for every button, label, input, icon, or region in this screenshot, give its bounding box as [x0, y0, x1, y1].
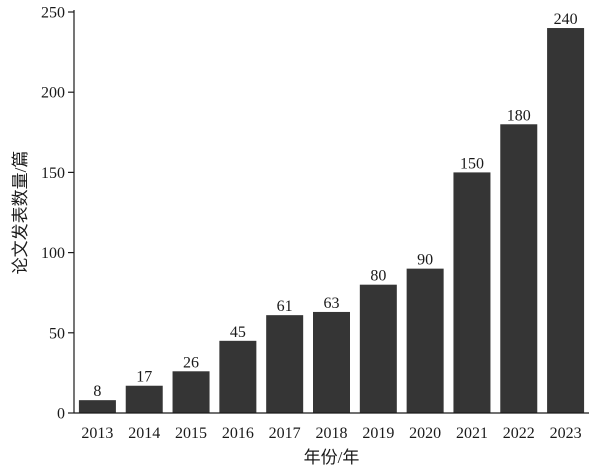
- bar-value-label: 26: [183, 354, 199, 371]
- y-tick-label: 250: [41, 5, 65, 22]
- data-labels-group: 8 17 26 45 61 63 80 90 150 180 240: [93, 11, 577, 400]
- y-tick-label: 0: [57, 406, 65, 423]
- bar-value-label: 8: [93, 383, 101, 400]
- y-axis-title: 论文发表数量/篇: [11, 151, 30, 275]
- x-axis-title: 年份/年: [304, 448, 360, 467]
- bar: [313, 311, 350, 413]
- x-tick-label: 2014: [128, 425, 160, 442]
- x-tick-label: 2018: [316, 425, 348, 442]
- x-tick-label: 2020: [409, 425, 441, 442]
- bar-value-label: 150: [460, 155, 484, 172]
- bar-value-label: 63: [324, 295, 340, 312]
- x-tick-label: 2013: [81, 425, 113, 442]
- y-tick-label: 100: [41, 245, 65, 262]
- y-tick-label: 150: [41, 165, 65, 182]
- bar: [500, 124, 538, 413]
- x-tick-label: 2022: [503, 425, 535, 442]
- bar-value-label: 80: [370, 268, 386, 285]
- bar-value-label: 240: [554, 11, 578, 28]
- bar: [78, 400, 116, 413]
- x-tick-label: 2021: [456, 425, 488, 442]
- y-axis: 0 50 100 150 200 250: [41, 5, 75, 423]
- x-tick-label: 2019: [362, 425, 394, 442]
- bar-value-label: 45: [230, 324, 246, 341]
- bar-value-label: 180: [507, 107, 531, 124]
- bar: [219, 340, 257, 413]
- x-axis: 2013 2014 2015 2016 2017 2018 2019 2020 2021 2022…: [74, 412, 589, 442]
- x-tick-label: 2023: [550, 425, 582, 442]
- bar-value-label: 17: [136, 369, 152, 386]
- bar: [453, 172, 491, 413]
- bars-group: [78, 28, 585, 413]
- bar: [406, 268, 444, 413]
- y-tick-label: 50: [49, 325, 65, 342]
- bar: [547, 28, 585, 413]
- y-tick-label: 200: [41, 85, 65, 102]
- bar: [266, 315, 304, 413]
- bar-value-label: 61: [277, 298, 293, 315]
- bar: [125, 385, 163, 413]
- bar: [359, 284, 397, 413]
- x-tick-label: 2016: [222, 425, 254, 442]
- bar-value-label: 90: [417, 252, 433, 269]
- x-tick-label: 2017: [269, 425, 301, 442]
- bar: [172, 371, 210, 413]
- x-tick-label: 2015: [175, 425, 207, 442]
